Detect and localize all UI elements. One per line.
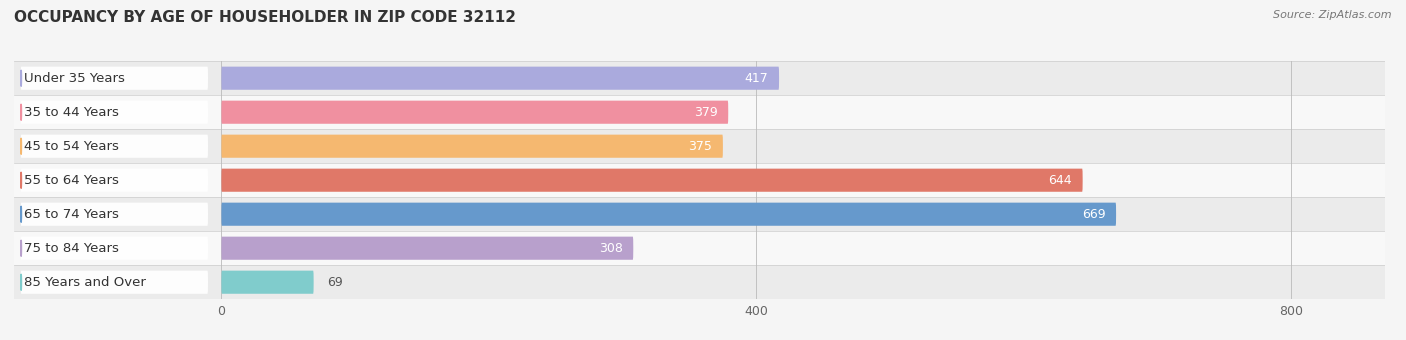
Text: 379: 379 xyxy=(693,106,717,119)
FancyBboxPatch shape xyxy=(21,237,208,260)
Bar xyxy=(14,129,1385,163)
Text: 75 to 84 Years: 75 to 84 Years xyxy=(24,242,120,255)
Text: 308: 308 xyxy=(599,242,623,255)
Text: 55 to 64 Years: 55 to 64 Years xyxy=(24,174,120,187)
Text: 644: 644 xyxy=(1049,174,1071,187)
Text: 65 to 74 Years: 65 to 74 Years xyxy=(24,208,120,221)
FancyBboxPatch shape xyxy=(221,101,728,124)
FancyBboxPatch shape xyxy=(21,67,208,90)
Bar xyxy=(14,61,1385,95)
Text: Source: ZipAtlas.com: Source: ZipAtlas.com xyxy=(1274,10,1392,20)
FancyBboxPatch shape xyxy=(21,203,208,226)
Text: 669: 669 xyxy=(1081,208,1105,221)
Bar xyxy=(14,197,1385,231)
Text: 85 Years and Over: 85 Years and Over xyxy=(24,276,146,289)
Text: Under 35 Years: Under 35 Years xyxy=(24,72,125,85)
Bar xyxy=(14,95,1385,129)
FancyBboxPatch shape xyxy=(21,271,208,294)
FancyBboxPatch shape xyxy=(221,67,779,90)
Text: OCCUPANCY BY AGE OF HOUSEHOLDER IN ZIP CODE 32112: OCCUPANCY BY AGE OF HOUSEHOLDER IN ZIP C… xyxy=(14,10,516,25)
FancyBboxPatch shape xyxy=(21,135,208,158)
FancyBboxPatch shape xyxy=(221,135,723,158)
Text: 35 to 44 Years: 35 to 44 Years xyxy=(24,106,120,119)
Bar xyxy=(14,265,1385,299)
Text: 69: 69 xyxy=(328,276,343,289)
Bar xyxy=(14,163,1385,197)
Text: 45 to 54 Years: 45 to 54 Years xyxy=(24,140,120,153)
Bar xyxy=(14,231,1385,265)
FancyBboxPatch shape xyxy=(221,203,1116,226)
FancyBboxPatch shape xyxy=(221,237,633,260)
Text: 375: 375 xyxy=(689,140,713,153)
FancyBboxPatch shape xyxy=(221,271,314,294)
FancyBboxPatch shape xyxy=(21,101,208,124)
FancyBboxPatch shape xyxy=(221,169,1083,192)
Text: 417: 417 xyxy=(745,72,768,85)
FancyBboxPatch shape xyxy=(21,169,208,192)
